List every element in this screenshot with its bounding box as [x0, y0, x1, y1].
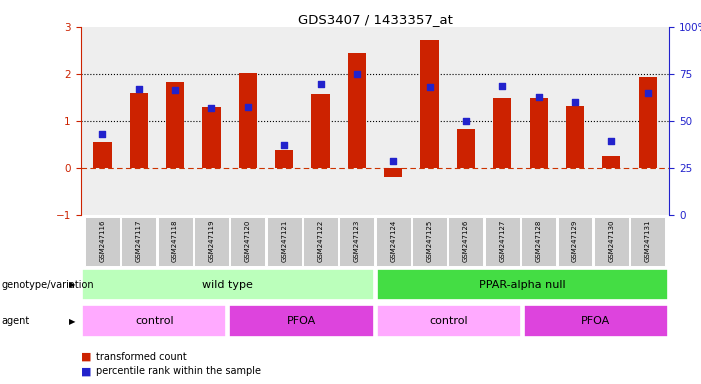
- FancyBboxPatch shape: [485, 217, 519, 266]
- Point: [642, 90, 653, 96]
- FancyBboxPatch shape: [339, 217, 374, 266]
- Point: [606, 137, 617, 144]
- Point: [315, 81, 326, 87]
- Point: [388, 158, 399, 164]
- Point: [496, 83, 508, 89]
- Point: [170, 87, 181, 93]
- FancyBboxPatch shape: [231, 217, 265, 266]
- Bar: [275, 150, 293, 168]
- Bar: [203, 107, 221, 168]
- FancyBboxPatch shape: [303, 217, 338, 266]
- FancyBboxPatch shape: [630, 217, 665, 266]
- FancyBboxPatch shape: [376, 217, 411, 266]
- Bar: [566, 106, 584, 168]
- Text: GSM247122: GSM247122: [318, 219, 324, 262]
- Bar: [130, 93, 148, 168]
- FancyBboxPatch shape: [266, 217, 301, 266]
- Bar: [239, 73, 257, 168]
- Text: GSM247116: GSM247116: [100, 219, 105, 262]
- Bar: [384, 168, 402, 177]
- Text: GSM247129: GSM247129: [572, 219, 578, 262]
- Text: GSM247123: GSM247123: [354, 219, 360, 262]
- FancyBboxPatch shape: [412, 217, 447, 266]
- Point: [206, 105, 217, 111]
- FancyBboxPatch shape: [524, 306, 668, 336]
- Point: [351, 71, 362, 77]
- Text: GSM247126: GSM247126: [463, 219, 469, 262]
- FancyBboxPatch shape: [82, 269, 374, 300]
- Bar: [421, 40, 439, 168]
- Text: GSM247119: GSM247119: [208, 219, 215, 262]
- Point: [278, 142, 290, 149]
- Text: wild type: wild type: [203, 280, 253, 290]
- Bar: [529, 98, 547, 168]
- Point: [97, 131, 108, 137]
- FancyBboxPatch shape: [449, 217, 484, 266]
- Point: [424, 84, 435, 90]
- Bar: [639, 77, 657, 168]
- FancyBboxPatch shape: [121, 217, 156, 266]
- Text: control: control: [135, 316, 174, 326]
- Point: [533, 94, 544, 101]
- Text: ■: ■: [81, 352, 91, 362]
- Text: agent: agent: [1, 316, 29, 326]
- Bar: [348, 53, 366, 168]
- Point: [461, 118, 472, 124]
- Text: GSM247124: GSM247124: [390, 219, 396, 262]
- Bar: [457, 129, 475, 168]
- Text: GSM247127: GSM247127: [499, 219, 505, 262]
- Point: [243, 104, 254, 110]
- FancyBboxPatch shape: [376, 306, 521, 336]
- FancyBboxPatch shape: [85, 217, 120, 266]
- Text: GSM247121: GSM247121: [281, 219, 287, 262]
- Text: GSM247131: GSM247131: [645, 219, 651, 262]
- FancyBboxPatch shape: [229, 306, 374, 336]
- Text: percentile rank within the sample: percentile rank within the sample: [96, 366, 261, 376]
- Text: transformed count: transformed count: [96, 352, 186, 362]
- Text: GSM247128: GSM247128: [536, 219, 542, 262]
- Bar: [602, 156, 620, 168]
- FancyBboxPatch shape: [521, 217, 556, 266]
- Text: PFOA: PFOA: [581, 316, 611, 326]
- Point: [133, 86, 144, 92]
- Text: ▶: ▶: [69, 280, 76, 289]
- FancyBboxPatch shape: [594, 217, 629, 266]
- Point: [569, 99, 580, 105]
- FancyBboxPatch shape: [194, 217, 229, 266]
- Bar: [494, 98, 511, 168]
- Bar: [311, 94, 329, 168]
- FancyBboxPatch shape: [557, 217, 592, 266]
- FancyBboxPatch shape: [82, 306, 226, 336]
- Text: PPAR-alpha null: PPAR-alpha null: [479, 280, 566, 290]
- Bar: [166, 83, 184, 168]
- Text: GSM247125: GSM247125: [426, 219, 433, 262]
- Text: genotype/variation: genotype/variation: [1, 280, 94, 290]
- Text: GSM247130: GSM247130: [608, 219, 614, 262]
- Title: GDS3407 / 1433357_at: GDS3407 / 1433357_at: [298, 13, 452, 26]
- Text: ■: ■: [81, 366, 91, 376]
- Text: GSM247120: GSM247120: [245, 219, 251, 262]
- FancyBboxPatch shape: [158, 217, 193, 266]
- Text: control: control: [429, 316, 468, 326]
- Text: GSM247118: GSM247118: [172, 219, 178, 262]
- Text: GSM247117: GSM247117: [136, 219, 142, 262]
- Text: ▶: ▶: [69, 316, 76, 326]
- Text: PFOA: PFOA: [287, 316, 316, 326]
- FancyBboxPatch shape: [376, 269, 668, 300]
- Bar: [93, 142, 111, 168]
